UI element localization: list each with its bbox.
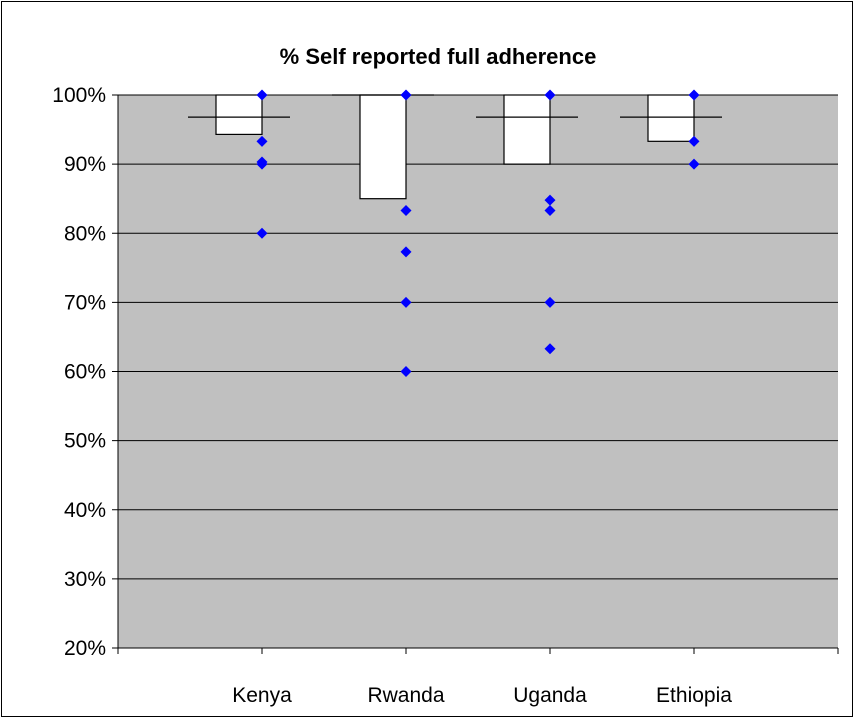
gridlines: [112, 94, 838, 649]
y-tick-label: 70%: [64, 291, 106, 314]
x-tick-label: Kenya: [232, 684, 292, 707]
box: [647, 94, 695, 142]
box: [359, 94, 407, 200]
data-point: [400, 204, 412, 216]
y-tick-label: 20%: [64, 637, 106, 660]
data-point: [400, 89, 412, 101]
axes: [117, 95, 839, 654]
boxes: [188, 94, 722, 200]
y-tick-label: 100%: [52, 84, 106, 107]
data-point: [256, 158, 268, 170]
data-points: [256, 89, 700, 377]
data-point: [688, 158, 700, 170]
data-point: [400, 296, 412, 308]
y-tick-label: 40%: [64, 499, 106, 522]
box: [215, 94, 263, 136]
x-tick-label: Rwanda: [367, 684, 444, 707]
data-point: [544, 204, 556, 216]
box: [503, 94, 551, 165]
y-tick-label: 80%: [64, 222, 106, 245]
x-tick-label: Uganda: [513, 684, 587, 707]
data-point: [688, 135, 700, 147]
tick-labels: 20% 30% 40% 50% 60% 70% 80% 90% 100% Kenya Rwanda U…: [52, 84, 732, 707]
data-point: [688, 89, 700, 101]
chart-title: % Self reported full adherence: [280, 44, 597, 69]
data-point: [544, 343, 556, 355]
y-tick-label: 60%: [64, 361, 106, 384]
data-point: [544, 194, 556, 206]
y-tick-label: 50%: [64, 430, 106, 453]
data-point: [400, 246, 412, 258]
data-point: [544, 296, 556, 308]
data-point: [256, 135, 268, 147]
y-tick-label: 30%: [64, 568, 106, 591]
data-point: [256, 227, 268, 239]
x-tick-label: Ethiopia: [656, 684, 732, 707]
data-point: [544, 89, 556, 101]
data-point: [400, 366, 412, 377]
y-tick-label: 90%: [64, 153, 106, 176]
data-point: [256, 89, 268, 101]
